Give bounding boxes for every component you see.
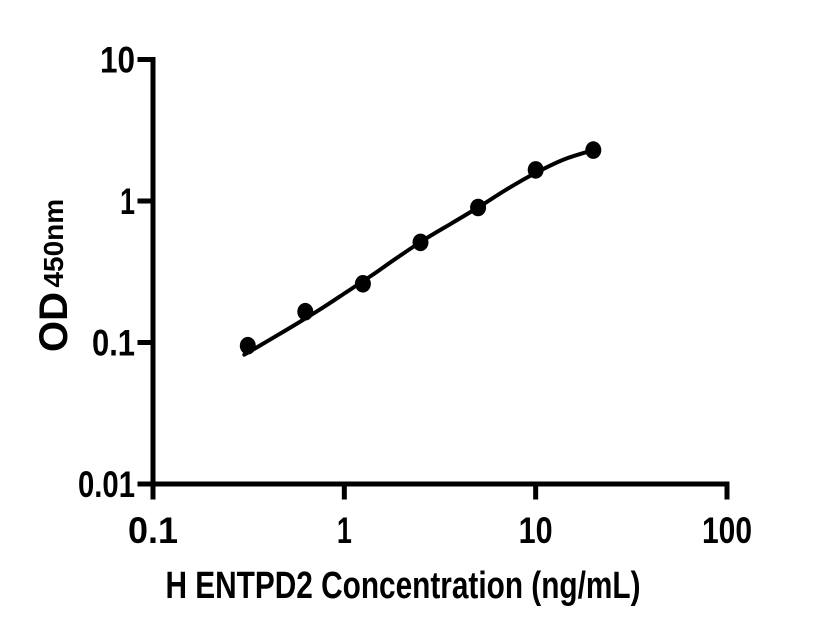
x-tick-label: 1 xyxy=(337,510,352,551)
y-tick-label: 10 xyxy=(100,40,135,81)
y-axis-title-main: OD xyxy=(32,292,76,352)
fit-curve xyxy=(242,148,596,357)
data-point xyxy=(239,336,256,355)
data-point xyxy=(585,141,602,159)
x-tick-label: 10 xyxy=(519,510,553,551)
data-point xyxy=(354,275,371,293)
y-axis-title-subscript: 450nm xyxy=(38,199,69,288)
plot-layer xyxy=(239,141,602,357)
y-tick-label: 1 xyxy=(120,181,135,222)
x-axis-title: H ENTPD2 Concentration (ng/mL) xyxy=(166,565,641,607)
y-tick-label: 0.1 xyxy=(92,323,135,364)
data-point xyxy=(297,302,314,321)
x-tick-label: 0.1 xyxy=(128,510,178,551)
x-tick-label: 100 xyxy=(702,510,752,551)
axes-layer: 0.1 1 10 100 10 1 0.1 0.01 xyxy=(78,40,752,552)
data-point xyxy=(412,233,429,252)
y-tick-label: 0.01 xyxy=(78,464,135,505)
data-point xyxy=(470,198,487,217)
data-point xyxy=(527,161,544,179)
y-axis-title: OD 450nm xyxy=(32,199,76,352)
